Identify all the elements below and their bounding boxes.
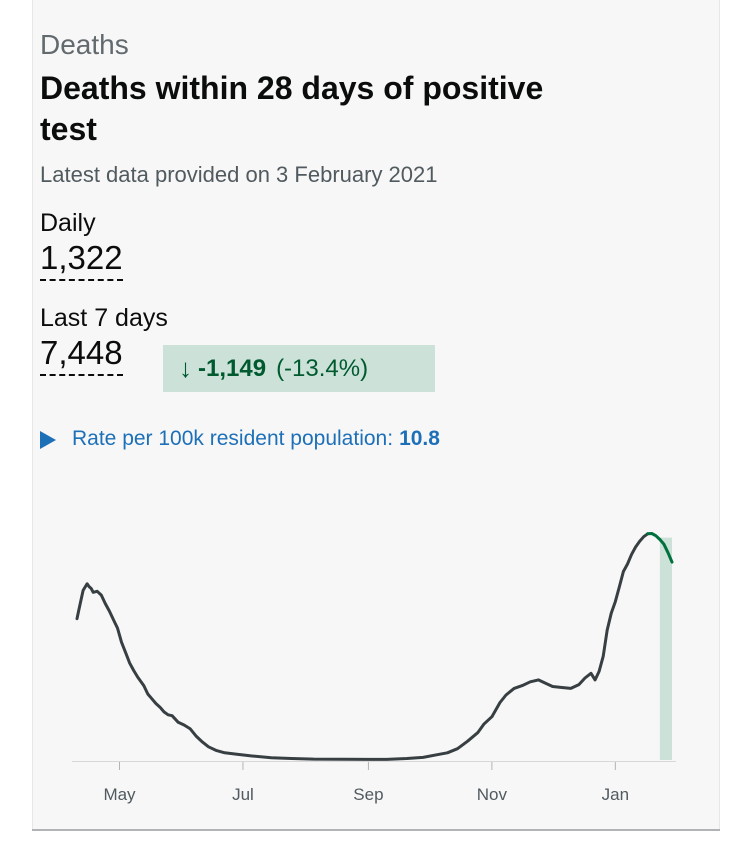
triangle-right-icon xyxy=(40,431,56,449)
arrow-down-icon: ↓ xyxy=(179,353,192,383)
x-tick-label: Sep xyxy=(353,785,383,804)
x-tick-label: Jul xyxy=(232,785,254,804)
change-badge: ↓ -1,149 (-13.4%) xyxy=(163,345,435,392)
highlight-band xyxy=(659,537,672,760)
daily-value[interactable]: 1,322 xyxy=(40,240,123,281)
last7-value[interactable]: 7,448 xyxy=(40,335,123,376)
series-line-recent xyxy=(646,532,674,564)
x-tick-label: Jan xyxy=(602,785,629,804)
series-line-main xyxy=(75,532,650,761)
last7-label: Last 7 days xyxy=(40,304,168,332)
x-tick-label: Nov xyxy=(477,785,508,804)
daily-label: Daily xyxy=(40,209,96,237)
rate-label: Rate per 100k resident population: xyxy=(72,427,394,450)
card-title: Deaths within 28 days of positive test xyxy=(40,70,544,147)
updated-date: Latest data provided on 3 February 2021 xyxy=(40,162,438,187)
card-category: Deaths xyxy=(40,29,129,60)
x-tick-label: May xyxy=(103,785,136,804)
card-divider xyxy=(32,829,720,831)
rate-value: 10.8 xyxy=(399,427,440,450)
rate-toggle[interactable]: Rate per 100k resident population: 10.8 xyxy=(40,427,440,451)
change-absolute: -1,149 xyxy=(198,354,267,382)
change-percent: (-13.4%) xyxy=(276,354,369,382)
